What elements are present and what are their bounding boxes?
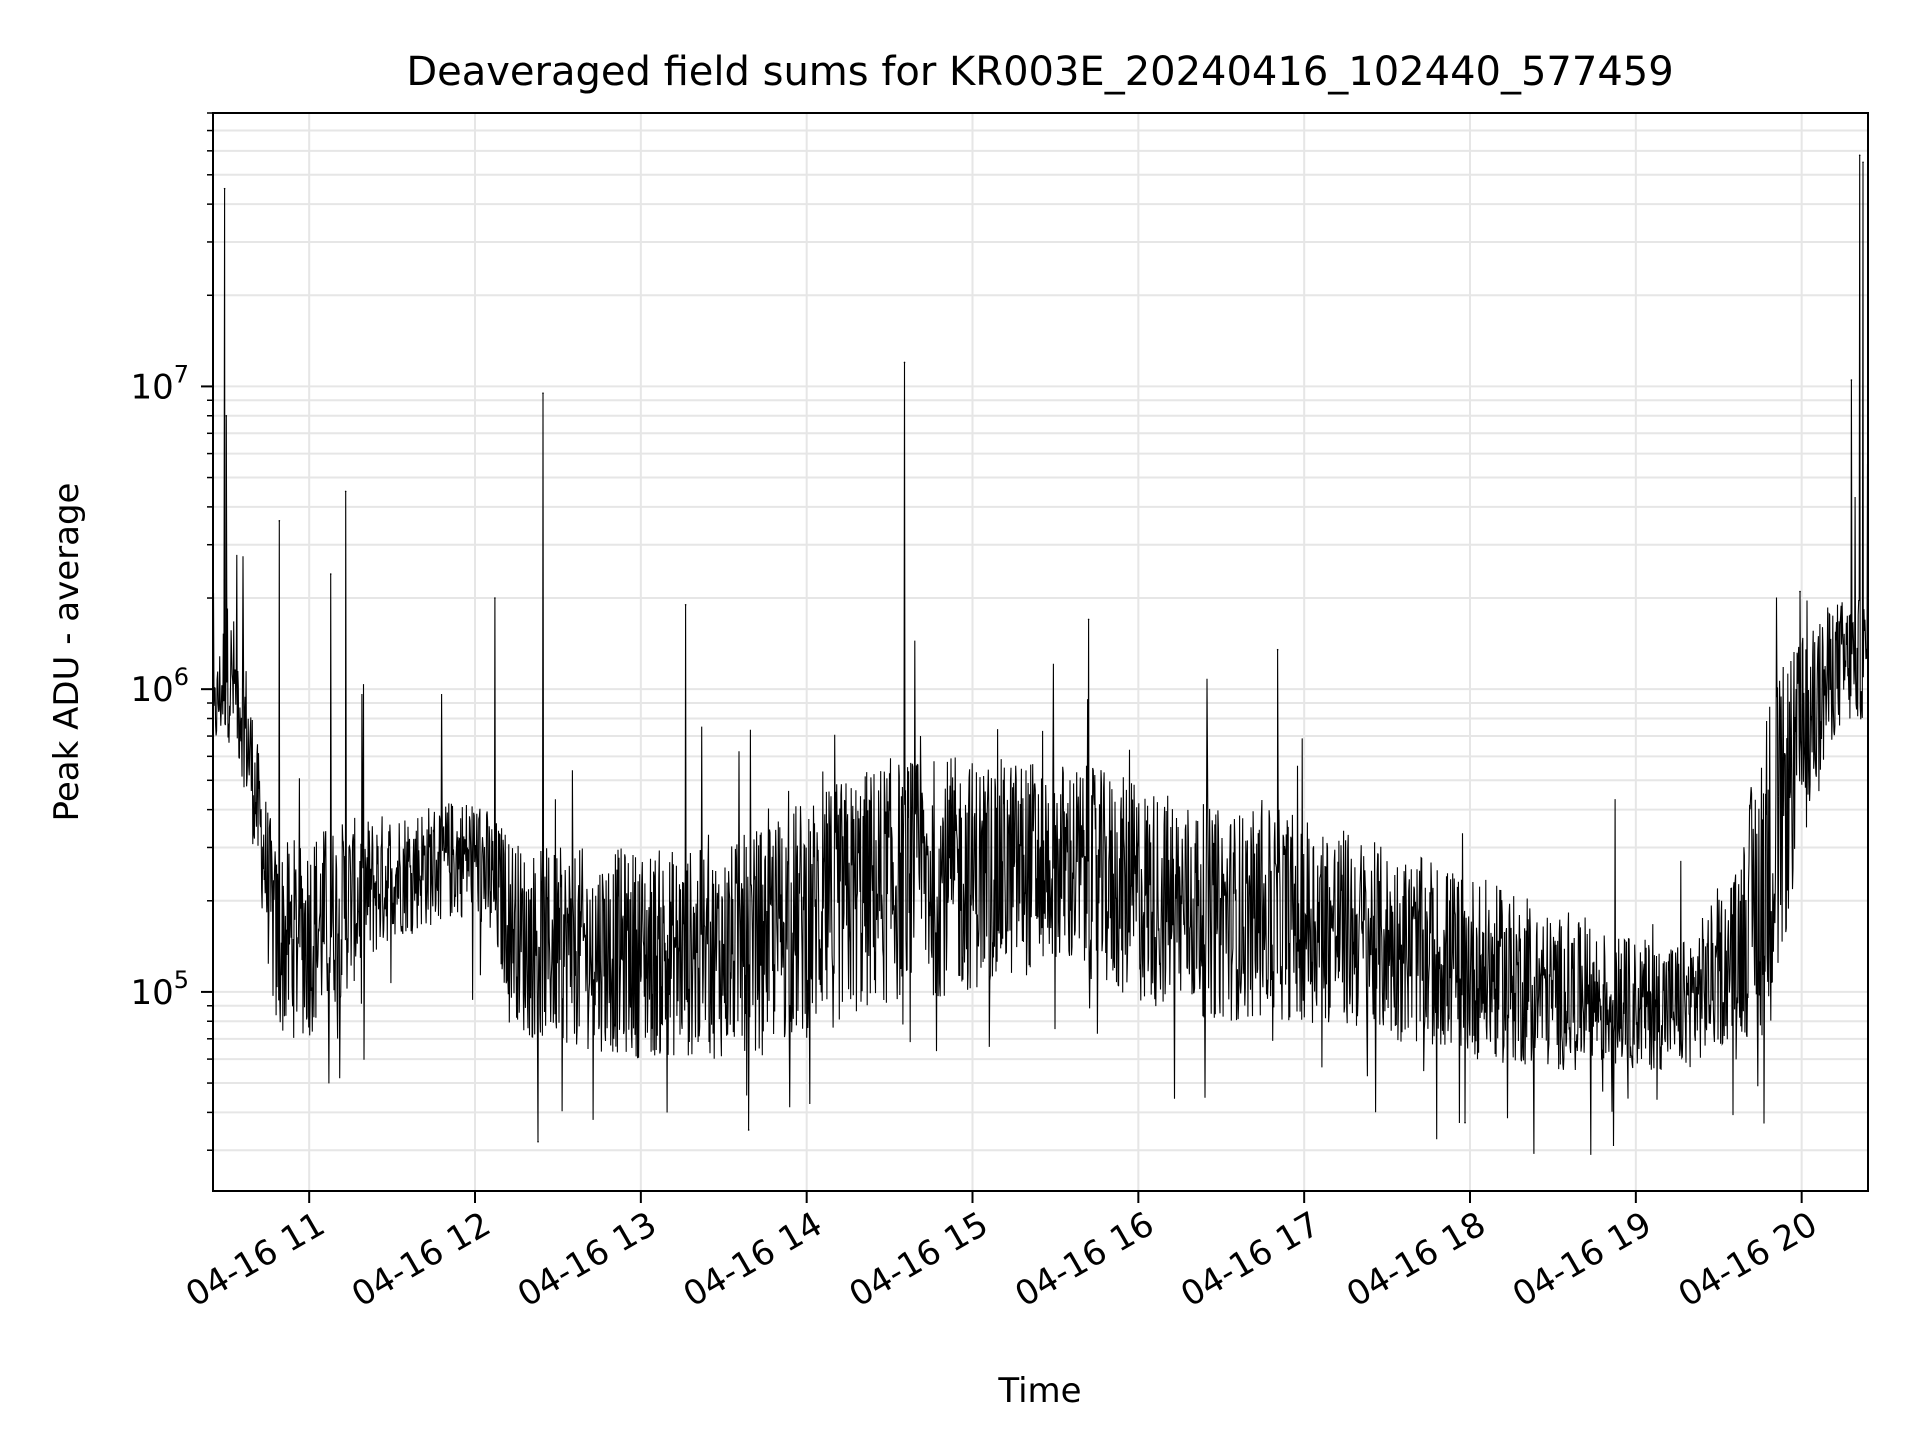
spike-point <box>542 392 544 394</box>
y-tick-base: 10 <box>130 973 173 1013</box>
plot-frame <box>212 112 1869 1192</box>
x-axis: 04-16 11 04-16 12 04-16 13 04-16 14 04-16 15… <box>179 1191 1824 1315</box>
spike-point <box>1276 648 1279 651</box>
y-tick-label: 105 <box>130 966 189 1013</box>
y-tick-exponent: 5 <box>174 966 189 994</box>
x-tick-label: 04-16 17 <box>1174 1204 1326 1315</box>
spike-point <box>329 573 332 575</box>
x-tick-label: 04-16 20 <box>1672 1204 1824 1315</box>
spike-point <box>903 361 906 364</box>
spike-point <box>1087 618 1090 621</box>
x-tick-label: 04-16 11 <box>179 1204 331 1315</box>
spike-point <box>1799 590 1801 593</box>
x-tick-label: 04-16 13 <box>511 1204 663 1315</box>
x-tick-label: 04-16 16 <box>1008 1204 1160 1315</box>
spike-point <box>1862 161 1864 164</box>
y-tick-label: 107 <box>130 360 189 407</box>
x-axis-label: Time <box>997 1371 1081 1411</box>
y-tick-exponent: 7 <box>174 360 189 388</box>
x-tick-label: 04-16 15 <box>843 1204 995 1315</box>
spike-point <box>684 603 687 606</box>
y-tick-label: 106 <box>130 663 189 710</box>
y-tick-exponent: 6 <box>174 663 189 691</box>
spike-point <box>1850 379 1853 381</box>
x-tick-label: 04-16 14 <box>677 1204 829 1315</box>
y-axis-label: Peak ADU - average <box>47 483 87 822</box>
spike-point <box>494 597 496 599</box>
chart-title: Deaveraged field sums for KR003E_2024041… <box>406 49 1673 95</box>
spike-point <box>225 414 228 417</box>
spike-point <box>278 519 281 522</box>
x-tick-label: 04-16 19 <box>1506 1204 1658 1315</box>
x-tick-label: 04-16 18 <box>1340 1204 1492 1315</box>
spike-point <box>747 1129 750 1131</box>
y-tick-base: 10 <box>130 367 173 407</box>
spike-point <box>1858 154 1861 157</box>
x-tick-label: 04-16 12 <box>345 1204 497 1315</box>
grid-lines <box>213 112 1868 1191</box>
series-layer <box>212 154 1869 1155</box>
y-tick-base: 10 <box>130 670 173 710</box>
series-line <box>212 155 1869 1155</box>
spike-point <box>223 187 226 190</box>
spike-point <box>537 1140 539 1143</box>
spike-point <box>344 490 347 493</box>
spike-point <box>1464 1121 1466 1124</box>
